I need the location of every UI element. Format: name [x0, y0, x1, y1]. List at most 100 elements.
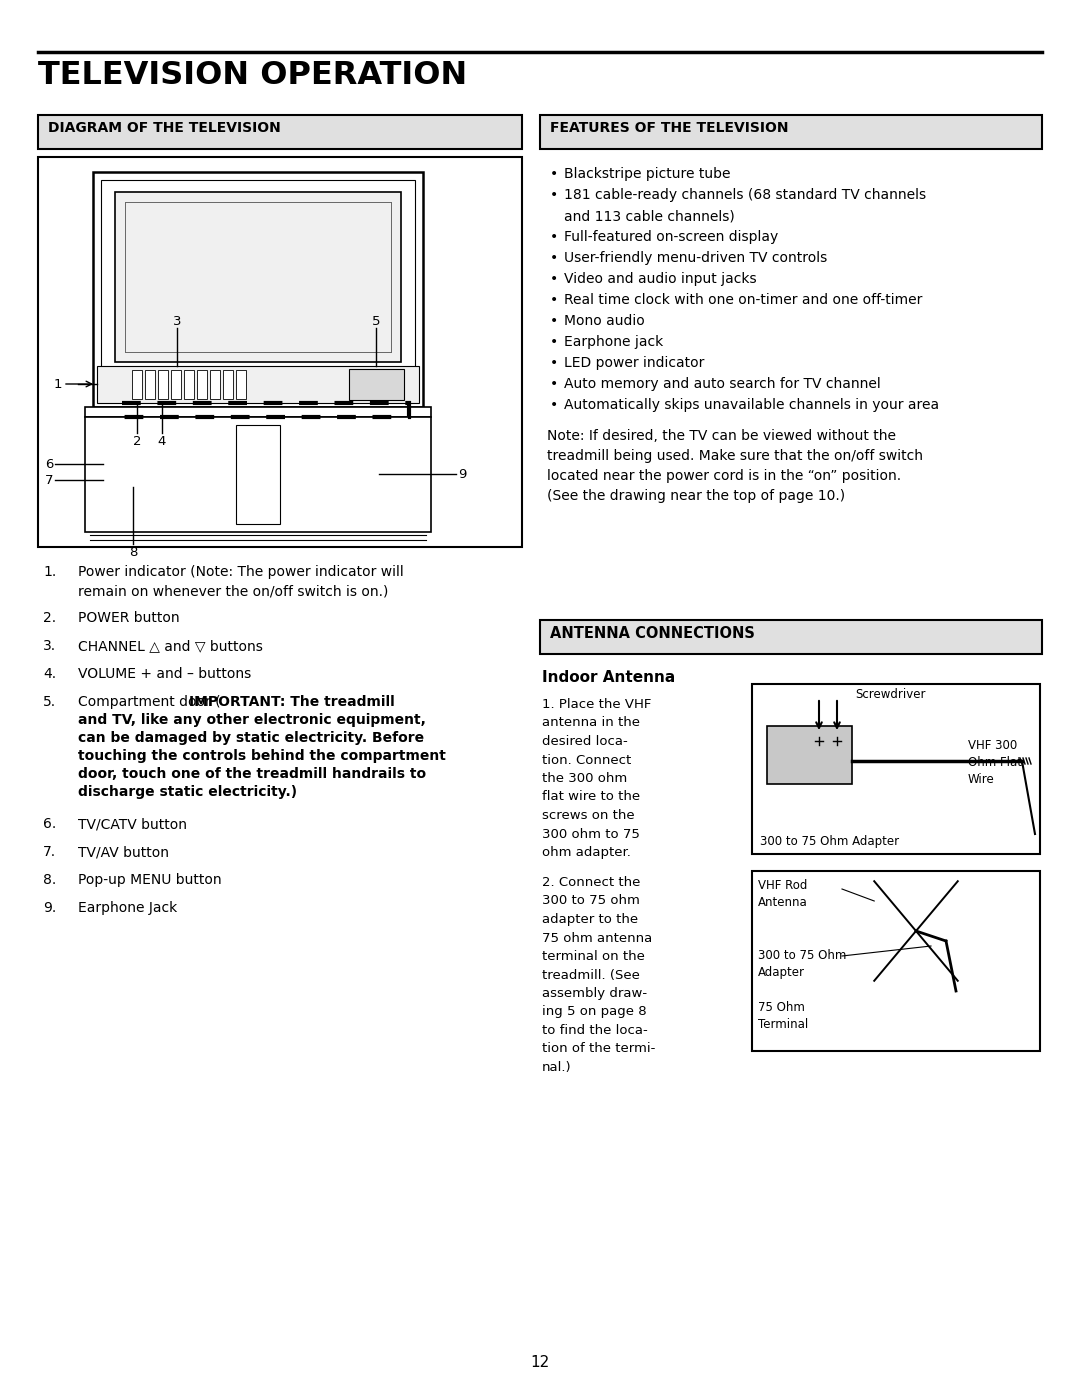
- Text: 2.: 2.: [43, 610, 56, 624]
- Text: TV/AV button: TV/AV button: [78, 845, 168, 859]
- Bar: [237, 370, 246, 400]
- Bar: [132, 370, 141, 400]
- Text: 6: 6: [44, 457, 53, 471]
- Bar: [540, 115, 1042, 149]
- Text: Power indicator (Note: The power indicator will
remain on whenever the on/off sw: Power indicator (Note: The power indicat…: [78, 564, 404, 598]
- Bar: [145, 370, 156, 400]
- Text: Indoor Antenna: Indoor Antenna: [542, 671, 675, 685]
- Text: LED power indicator: LED power indicator: [564, 356, 704, 370]
- Text: VOLUME + and – buttons: VOLUME + and – buttons: [78, 666, 252, 680]
- Bar: [102, 180, 415, 400]
- Circle shape: [941, 996, 961, 1016]
- Text: Screwdriver: Screwdriver: [855, 687, 927, 701]
- Text: Compartment door (: Compartment door (: [78, 694, 220, 710]
- Text: •: •: [550, 168, 558, 182]
- Text: VHF 300
Ohm Flat
Wire: VHF 300 Ohm Flat Wire: [968, 739, 1022, 787]
- Text: 8: 8: [129, 546, 137, 559]
- Bar: [197, 370, 207, 400]
- Bar: [184, 370, 194, 400]
- Text: 5.: 5.: [43, 694, 56, 710]
- Text: TV/CATV button: TV/CATV button: [78, 817, 187, 831]
- Text: Video and audio input jacks: Video and audio input jacks: [564, 272, 757, 286]
- Text: 300 to 75 Ohm
Adapter: 300 to 75 Ohm Adapter: [758, 949, 847, 979]
- Text: 1.: 1.: [43, 564, 56, 578]
- Text: ANTENNA CONNECTIONS: ANTENNA CONNECTIONS: [550, 626, 755, 641]
- Text: 181 cable-ready channels (68 standard TV channels: 181 cable-ready channels (68 standard TV…: [564, 189, 927, 203]
- Text: •: •: [550, 251, 558, 265]
- Text: and TV, like any other electronic equipment,: and TV, like any other electronic equipm…: [78, 712, 426, 726]
- Text: 1. Place the VHF
antenna in the
desired loca-
tion. Connect
the 300 ohm
flat wir: 1. Place the VHF antenna in the desired …: [542, 698, 651, 859]
- Text: 300 to 75 Ohm Adapter: 300 to 75 Ohm Adapter: [760, 835, 900, 848]
- Text: Auto memory and auto search for TV channel: Auto memory and auto search for TV chann…: [564, 377, 881, 391]
- Bar: [210, 370, 220, 400]
- Bar: [97, 366, 419, 402]
- Bar: [349, 369, 404, 400]
- Bar: [93, 172, 423, 407]
- Bar: [237, 425, 280, 524]
- Text: 2: 2: [133, 434, 141, 448]
- Bar: [752, 870, 1040, 1051]
- Bar: [122, 402, 409, 416]
- Bar: [767, 726, 852, 784]
- Text: •: •: [550, 377, 558, 391]
- Text: DIAGRAM OF THE TELEVISION: DIAGRAM OF THE TELEVISION: [48, 122, 281, 136]
- Circle shape: [766, 731, 798, 761]
- Text: 2. Connect the
300 to 75 ohm
adapter to the
75 ohm antenna
terminal on the
tread: 2. Connect the 300 to 75 ohm adapter to …: [542, 876, 656, 1074]
- Bar: [752, 685, 1040, 854]
- Text: •: •: [550, 189, 558, 203]
- Text: Blackstripe picture tube: Blackstripe picture tube: [564, 168, 730, 182]
- Text: 9.: 9.: [43, 901, 56, 915]
- Text: 7.: 7.: [43, 845, 56, 859]
- Text: Note: If desired, the TV can be viewed without the
treadmill being used. Make su: Note: If desired, the TV can be viewed w…: [546, 429, 923, 503]
- Text: VHF Rod
Antenna: VHF Rod Antenna: [758, 879, 808, 909]
- Circle shape: [353, 461, 379, 488]
- Text: 1: 1: [54, 377, 62, 391]
- Text: User-friendly menu-driven TV controls: User-friendly menu-driven TV controls: [564, 251, 827, 265]
- Circle shape: [361, 469, 372, 479]
- Text: •: •: [550, 272, 558, 286]
- Text: discharge static electricity.): discharge static electricity.): [78, 785, 297, 799]
- Text: IMPORTANT: The treadmill: IMPORTANT: The treadmill: [189, 694, 394, 710]
- Bar: [38, 115, 522, 149]
- Circle shape: [829, 733, 845, 749]
- Text: Full-featured on-screen display: Full-featured on-screen display: [564, 231, 779, 244]
- Text: Earphone Jack: Earphone Jack: [78, 901, 177, 915]
- Text: Automatically skips unavailable channels in your area: Automatically skips unavailable channels…: [564, 398, 940, 412]
- Text: •: •: [550, 335, 558, 349]
- Text: Real time clock with one on-timer and one off-timer: Real time clock with one on-timer and on…: [564, 293, 922, 307]
- Text: •: •: [550, 356, 558, 370]
- Bar: [158, 370, 168, 400]
- Text: 6.: 6.: [43, 817, 56, 831]
- Circle shape: [910, 925, 922, 937]
- Text: 5: 5: [372, 314, 380, 328]
- Bar: [171, 370, 181, 400]
- Circle shape: [777, 740, 788, 752]
- Bar: [85, 416, 431, 532]
- Text: touching the controls behind the compartment: touching the controls behind the compart…: [78, 749, 446, 763]
- Bar: [222, 370, 233, 400]
- Text: door, touch one of the treadmill handrails to: door, touch one of the treadmill handrai…: [78, 767, 427, 781]
- Text: •: •: [550, 231, 558, 244]
- Circle shape: [103, 474, 117, 488]
- Text: 12: 12: [530, 1355, 550, 1370]
- Bar: [540, 620, 1042, 654]
- Text: POWER button: POWER button: [78, 610, 179, 624]
- Bar: [114, 191, 401, 362]
- Text: 3: 3: [173, 314, 181, 328]
- Text: FEATURES OF THE TELEVISION: FEATURES OF THE TELEVISION: [550, 122, 788, 136]
- Text: 4: 4: [158, 434, 166, 448]
- Text: 8.: 8.: [43, 873, 56, 887]
- Bar: [38, 156, 522, 548]
- Text: 7: 7: [44, 474, 53, 486]
- Circle shape: [958, 1002, 968, 1011]
- Text: and 113 cable channels): and 113 cable channels): [564, 210, 734, 224]
- Bar: [85, 407, 431, 416]
- Text: TELEVISION OPERATION: TELEVISION OPERATION: [38, 60, 468, 91]
- Text: can be damaged by static electricity. Before: can be damaged by static electricity. Be…: [78, 731, 424, 745]
- Text: 75 Ohm
Terminal: 75 Ohm Terminal: [758, 1002, 808, 1031]
- Text: Mono audio: Mono audio: [564, 314, 645, 328]
- Text: CHANNEL △ and ▽ buttons: CHANNEL △ and ▽ buttons: [78, 638, 262, 652]
- Text: 9: 9: [458, 468, 467, 481]
- Text: 3.: 3.: [43, 638, 56, 652]
- Text: Earphone jack: Earphone jack: [564, 335, 663, 349]
